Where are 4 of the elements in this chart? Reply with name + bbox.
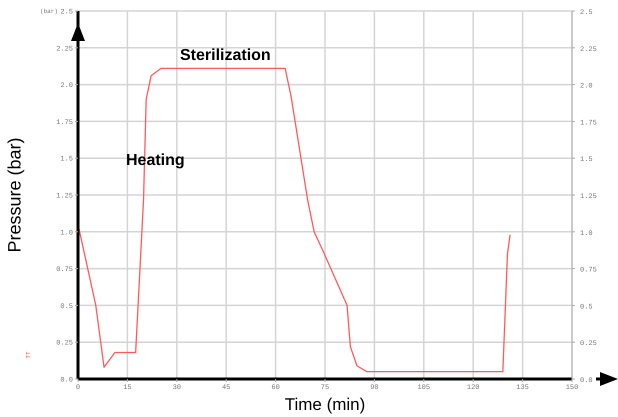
annotation: Sterilization [180,47,271,64]
line-series [78,68,511,372]
x-axis-title: Time (min) [284,395,366,414]
y-axis-title: Pressure (bar) [4,137,24,253]
